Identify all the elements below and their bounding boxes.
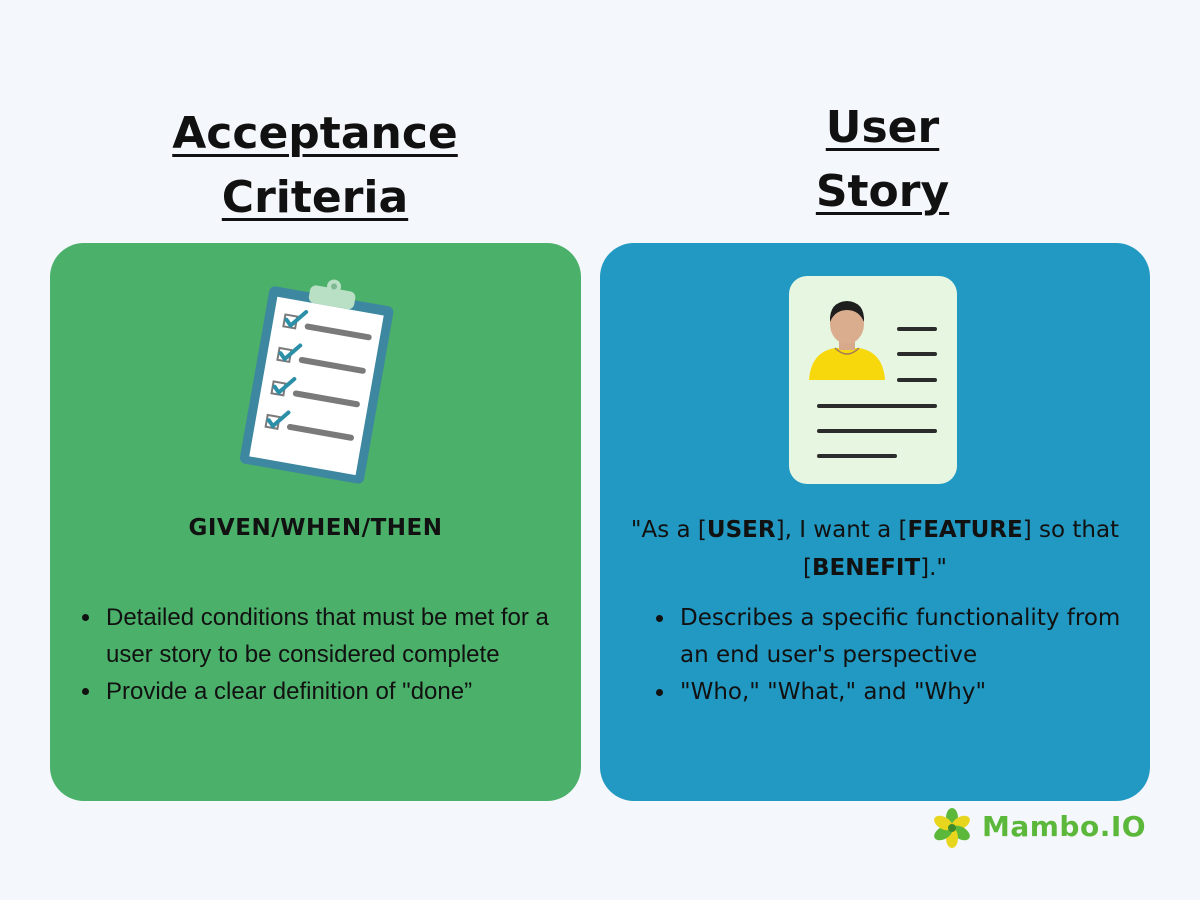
benefit-keyword: BENEFIT [811,555,921,581]
acceptance-criteria-bullets: Detailed conditions that must be met for… [50,599,560,710]
list-item: Describes a specific functionality from … [624,600,1134,674]
acceptance-criteria-card: GIVEN/WHEN/THEN Detailed conditions that… [50,243,581,801]
list-item: Detailed conditions that must be met for… [50,599,560,673]
heading-line: Story [815,166,950,217]
mambo-leaf-icon [934,808,970,848]
user-profile-icon [789,276,959,486]
user-keyword: USER [706,517,776,543]
given-when-then-title: GIVEN/WHEN/THEN [188,515,443,541]
user-story-bullets: Describes a specific functionality from … [624,600,1134,711]
list-item: "Who," "What," and "Why" [624,674,1134,711]
user-story-heading: User Story [600,96,1165,224]
logo-text: Mambo.IO [982,810,1147,843]
user-story-card: "As a [USER], I want a [FEATURE] so that… [600,243,1150,801]
mambo-logo: Mambo.IO [932,808,1152,848]
heading-line: Acceptance [172,108,458,159]
feature-keyword: FEATURE [907,517,1023,543]
heading-line: User [825,102,940,153]
heading-line: Criteria [221,172,409,223]
user-story-template-quote: "As a [USER], I want a [FEATURE] so that… [630,517,1120,581]
list-item: Provide a clear definition of "done” [50,673,560,710]
clipboard-checklist-icon [232,273,402,493]
acceptance-criteria-heading: Acceptance Criteria [50,102,580,230]
